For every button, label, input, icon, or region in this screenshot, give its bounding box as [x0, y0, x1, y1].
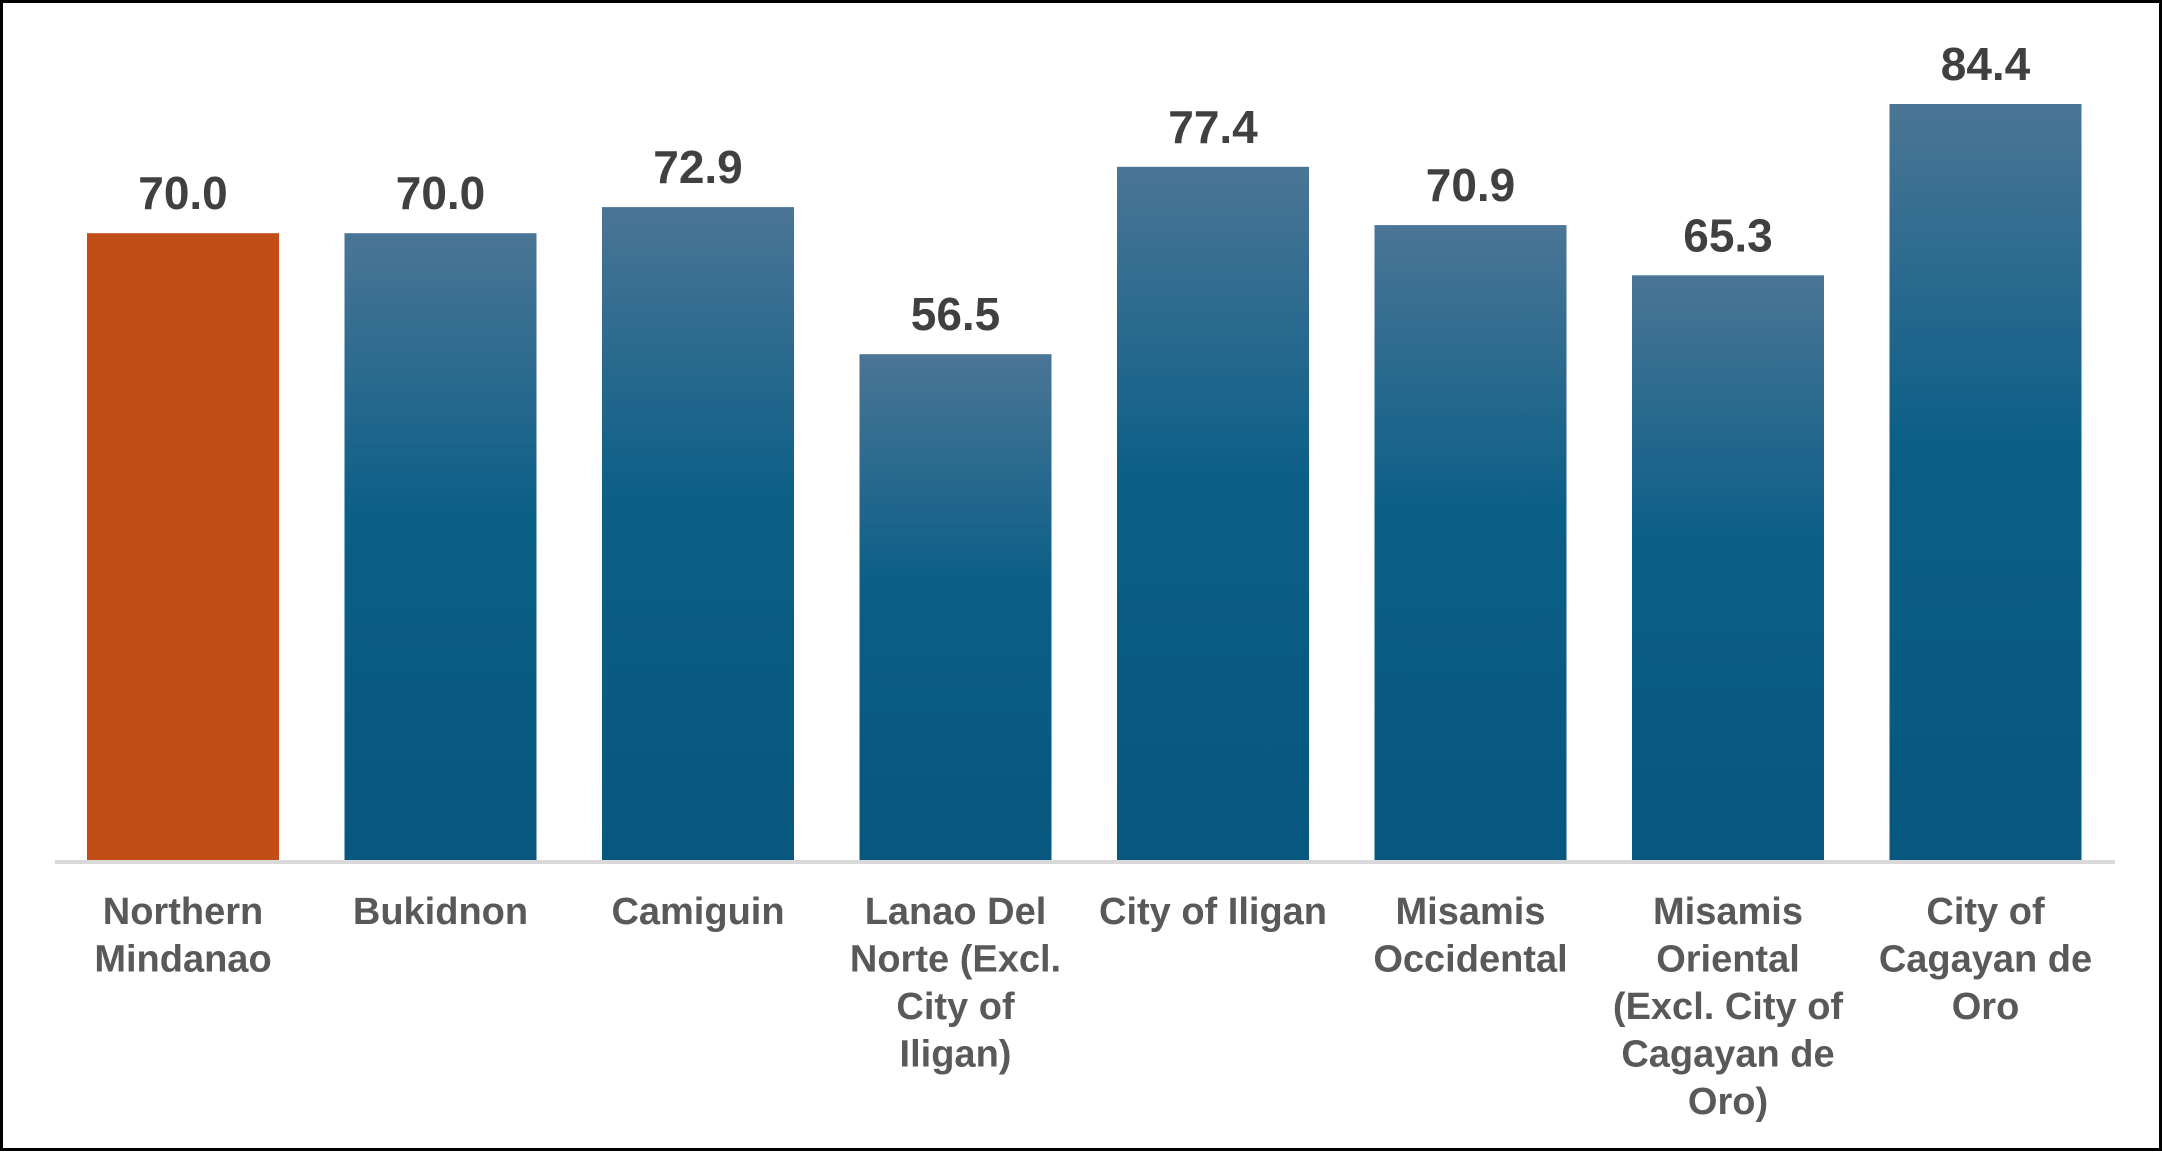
bar-3 [859, 354, 1052, 861]
category-label-2: Camiguin [611, 891, 784, 933]
value-label-6: 65.3 [1683, 209, 1773, 261]
value-label-4: 77.4 [1168, 101, 1258, 153]
value-label-0: 70.0 [138, 167, 228, 219]
value-label-5: 70.9 [1426, 159, 1516, 211]
category-label-5: Misamis Occidental [1373, 891, 1567, 981]
bar-7 [1889, 104, 2082, 861]
bar-6 [1632, 275, 1824, 861]
bar-4 [1117, 166, 1309, 862]
category-label-0: Northern Mindanao [94, 891, 271, 981]
category-label-7: City of Cagayan de Oro [1879, 891, 2092, 1028]
value-labels-layer: 70.0 70.0 72.9 56.5 77.4 70.9 65.3 84.4 [138, 38, 2030, 340]
category-label-1: Bukidnon [353, 891, 528, 933]
category-label-6: Misamis Oriental (Excl. City of Cagayan de O… [1613, 891, 1843, 1123]
category-labels-layer: Northern Mindanao Bukidnon Camiguin Lanao De… [94, 891, 2092, 1123]
category-label-4: City of Iligan [1099, 891, 1327, 933]
bars-layer [87, 104, 2082, 862]
category-label-3: Lanao Del Norte (Excl. City of Iligan) [850, 891, 1061, 1076]
value-label-2: 72.9 [653, 141, 743, 193]
bar-5 [1374, 225, 1567, 862]
bar-2 [602, 207, 794, 862]
bar-chart: 70.0 70.0 72.9 56.5 77.4 70.9 65.3 84.4 Norther… [55, 38, 2115, 1123]
value-label-1: 70.0 [396, 167, 486, 219]
bar-0 [87, 233, 279, 861]
value-label-7: 84.4 [1941, 38, 2031, 90]
value-label-3: 56.5 [911, 288, 1001, 340]
bar-1 [344, 233, 537, 861]
